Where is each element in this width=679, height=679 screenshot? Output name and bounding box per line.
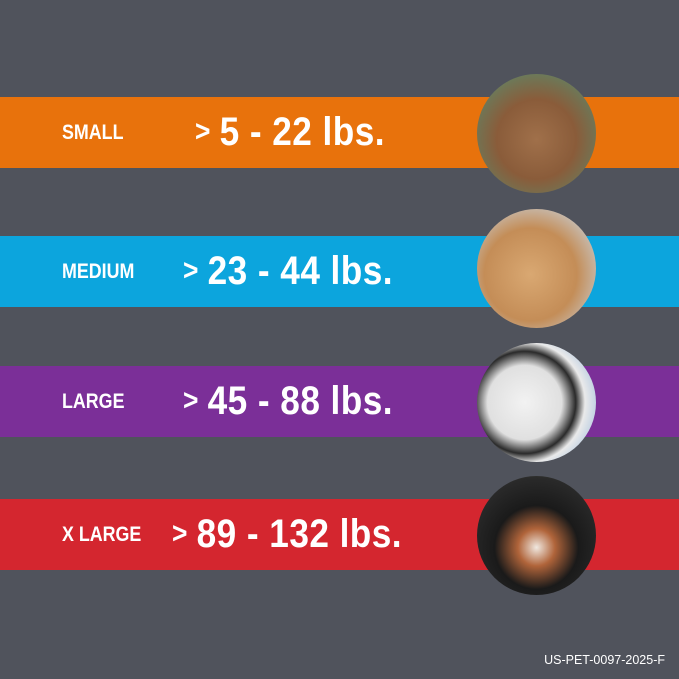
size-label: LARGE [62, 390, 125, 413]
product-code: US-PET-0097-2025-F [544, 653, 665, 667]
chevron-right-icon: > [172, 517, 188, 550]
bernese-mountain-dog-photo [477, 476, 596, 595]
weight-range: >23 - 44 lbs. [183, 249, 393, 293]
weight-range: >45 - 88 lbs. [183, 379, 393, 423]
size-label: MEDIUM [62, 260, 135, 283]
weight-range: >89 - 132 lbs. [172, 512, 402, 556]
size-label: SMALL [62, 121, 124, 144]
terrier-photo [477, 74, 596, 193]
cocker-spaniel-photo [477, 209, 596, 328]
dalmatian-photo [477, 343, 596, 462]
weight-range: >5 - 22 lbs. [195, 110, 385, 154]
chevron-right-icon: > [195, 115, 211, 148]
chevron-right-icon: > [183, 254, 199, 287]
chevron-right-icon: > [183, 384, 199, 417]
size-label: X LARGE [62, 523, 142, 546]
